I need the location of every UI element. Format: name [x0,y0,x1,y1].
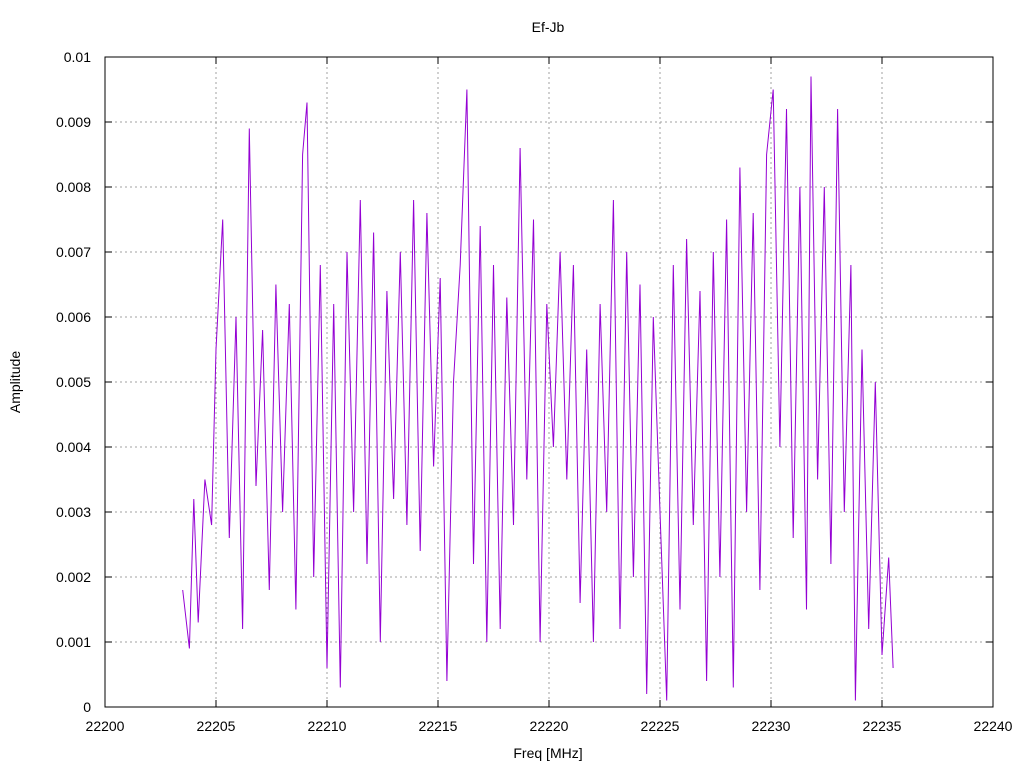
x-tick-label: 22200 [86,718,125,734]
y-tick-label: 0 [83,699,91,715]
y-tick-label: 0.002 [56,569,91,585]
y-tick-label: 0.01 [64,49,91,65]
x-tick-label: 22210 [308,718,347,734]
x-tick-label: 22230 [752,718,791,734]
y-axis-label: Amplitude [7,351,23,413]
x-tick-label: 22240 [974,718,1013,734]
x-tick-label: 22220 [530,718,569,734]
x-tick-label: 22205 [197,718,236,734]
x-axis-label: Freq [MHz] [513,745,582,761]
y-tick-label: 0.006 [56,309,91,325]
y-tick-label: 0.005 [56,374,91,390]
grid-lines [105,57,993,707]
x-tick-label: 22235 [863,718,902,734]
y-tick-label: 0.009 [56,114,91,130]
y-tick-label: 0.001 [56,634,91,650]
series-amplitude [182,76,894,701]
series-line [182,76,894,701]
axis-ticks: 22200 22205 22210 22215 22220 22225 22230 22235… [56,49,1013,734]
chart-title: Ef-Jb [532,19,565,35]
x-tick-label: 22215 [419,718,458,734]
y-tick-label: 0.003 [56,504,91,520]
x-tick-label: 22225 [641,718,680,734]
y-tick-label: 0.008 [56,179,91,195]
y-tick-label: 0.004 [56,439,91,455]
y-tick-label: 0.007 [56,244,91,260]
